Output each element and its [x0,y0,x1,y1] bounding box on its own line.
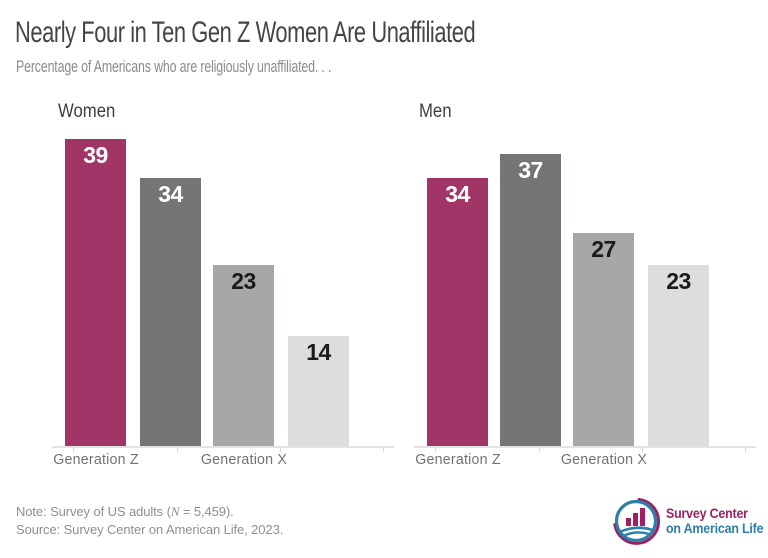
axis-tick [435,448,436,452]
bar-men-0: 34 [427,178,488,446]
bar-men-2: 27 [573,233,634,446]
n-variable: N [170,504,180,519]
axis-tick [539,448,540,452]
axis-label-generation-z: Generation Z [414,451,501,468]
panel-header-women: Women [58,101,116,122]
bar-women-0: 39 [65,139,126,446]
survey-center-logo: Survey Center on American Life [610,495,764,549]
page-subtitle: Percentage of Americans who are religiou… [16,58,332,76]
logo-line2: on American Life [666,521,764,536]
source-line: Source: Survey Center on American Life, … [16,522,284,537]
logo-line1: Survey Center [666,506,748,521]
bar-women-3: 14 [288,336,349,446]
panel-header-men: Men [419,101,452,122]
page-title: Nearly Four in Ten Gen Z Women Are Unaff… [15,16,476,49]
bar-women-2: 23 [213,265,274,446]
bar-value-label: 23 [666,268,691,294]
note-line: Note: Survey of US adults (N = 5,459). [16,504,234,519]
axis-tick [73,448,74,452]
bar-value-label: 23 [231,268,256,294]
axis-tick [745,448,746,452]
axis-tick [177,448,178,452]
bar-value-label: 27 [591,236,616,262]
bar-men-3: 23 [648,265,709,446]
axis-tick [280,448,281,452]
axis-label-generation-x: Generation X [200,451,287,468]
x-axis-women [52,446,394,448]
axis-label-generation-x: Generation X [560,451,647,468]
bar-women-1: 34 [140,178,201,446]
bar-value-label: 34 [158,181,183,207]
bar-value-label: 37 [518,157,543,183]
footer-note: Note: Survey of US adults (N = 5,459). S… [16,503,283,539]
logo-bar-chart-icon [613,498,660,545]
bar-men-1: 37 [500,154,561,446]
bar-value-label: 14 [306,339,331,365]
x-axis-men [414,446,756,448]
axis-tick [383,448,384,452]
bar-value-label: 39 [83,142,108,168]
logo-text: Survey Center on American Life [666,506,764,536]
bar-value-label: 34 [445,181,470,207]
axis-label-generation-z: Generation Z [52,451,139,468]
axis-tick [642,448,643,452]
